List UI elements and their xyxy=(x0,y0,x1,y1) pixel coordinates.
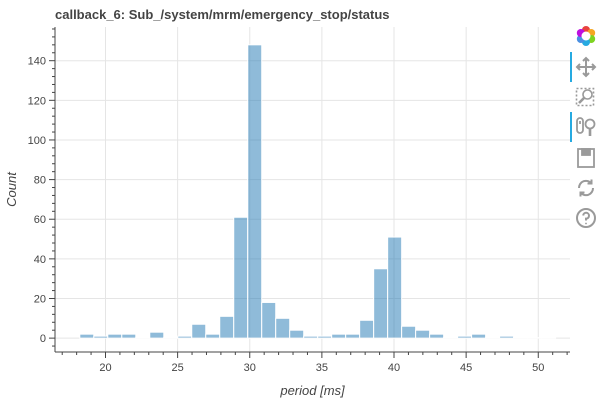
wheel-zoom-tool-icon[interactable] xyxy=(574,115,598,139)
save-tool-icon[interactable] xyxy=(574,146,598,170)
y-tick-label: 60 xyxy=(34,214,46,226)
x-tick-label: 20 xyxy=(99,362,111,374)
histogram-bar xyxy=(541,337,557,339)
y-axis-label: Count xyxy=(4,171,19,207)
histogram-bar xyxy=(233,216,249,339)
histogram-bar xyxy=(457,335,473,339)
histogram-bar xyxy=(331,333,347,339)
histogram-bar xyxy=(359,319,375,339)
histogram-bar xyxy=(415,329,431,339)
histogram-bar xyxy=(177,335,193,339)
histogram-bar xyxy=(163,337,179,339)
y-tick-label: 80 xyxy=(34,175,46,187)
x-tick-label: 30 xyxy=(244,362,256,374)
x-tick-label: 45 xyxy=(460,362,472,374)
pan-tool-icon[interactable] xyxy=(574,55,598,79)
y-tick-label: 100 xyxy=(28,135,46,147)
histogram-bar xyxy=(289,329,305,339)
histogram-bar xyxy=(121,333,137,339)
histogram-bars xyxy=(79,44,557,339)
help-tool-icon[interactable] xyxy=(574,206,598,230)
histogram-bar xyxy=(387,236,403,339)
histogram-bar xyxy=(261,301,277,339)
histogram-bar xyxy=(499,335,515,339)
chart-title: callback_6: Sub_/system/mrm/emergency_st… xyxy=(55,7,390,22)
histogram-bar xyxy=(247,44,263,339)
histogram-bar xyxy=(275,317,291,339)
histogram-bar xyxy=(93,335,109,339)
plot-toolbar xyxy=(570,24,600,244)
active-indicator-wheel-zoom xyxy=(570,112,572,142)
histogram-bar xyxy=(373,268,389,339)
reset-tool-icon[interactable] xyxy=(574,176,598,200)
x-tick-label: 40 xyxy=(388,362,400,374)
histogram-bar xyxy=(513,337,529,339)
bokeh-logo-icon[interactable] xyxy=(574,24,598,48)
histogram-bar xyxy=(401,325,417,339)
histogram-bar xyxy=(527,337,543,339)
y-tick-label: 0 xyxy=(40,333,46,345)
histogram-bar xyxy=(191,323,207,339)
x-tick-label: 35 xyxy=(316,362,328,374)
x-tick-label: 25 xyxy=(171,362,183,374)
x-tick-label: 50 xyxy=(532,362,544,374)
active-indicator-pan xyxy=(570,52,572,82)
histogram-bar xyxy=(79,333,95,339)
y-tick-label: 120 xyxy=(28,95,46,107)
x-axis-label: period [ms] xyxy=(279,383,345,398)
histogram-bar xyxy=(429,333,445,339)
histogram-bar xyxy=(219,315,235,339)
histogram-bar xyxy=(149,331,165,339)
histogram-bar xyxy=(135,337,151,339)
histogram-bar xyxy=(485,337,501,339)
y-tick-label: 140 xyxy=(28,56,46,68)
histogram-bar xyxy=(443,337,459,339)
histogram-bar xyxy=(303,335,319,339)
histogram-bar xyxy=(317,335,333,339)
y-tick-label: 20 xyxy=(34,293,46,305)
histogram-bar xyxy=(471,333,487,339)
grid xyxy=(55,27,570,352)
axes: 0 20 40 60 80 100 120 140 20 25 30 35 40 45 50 xyxy=(28,27,570,374)
histogram-bar xyxy=(345,333,361,339)
box-zoom-tool-icon[interactable] xyxy=(574,85,598,109)
y-tick-label: 40 xyxy=(34,254,46,266)
histogram-bar xyxy=(205,333,221,339)
histogram-bar xyxy=(107,333,123,339)
